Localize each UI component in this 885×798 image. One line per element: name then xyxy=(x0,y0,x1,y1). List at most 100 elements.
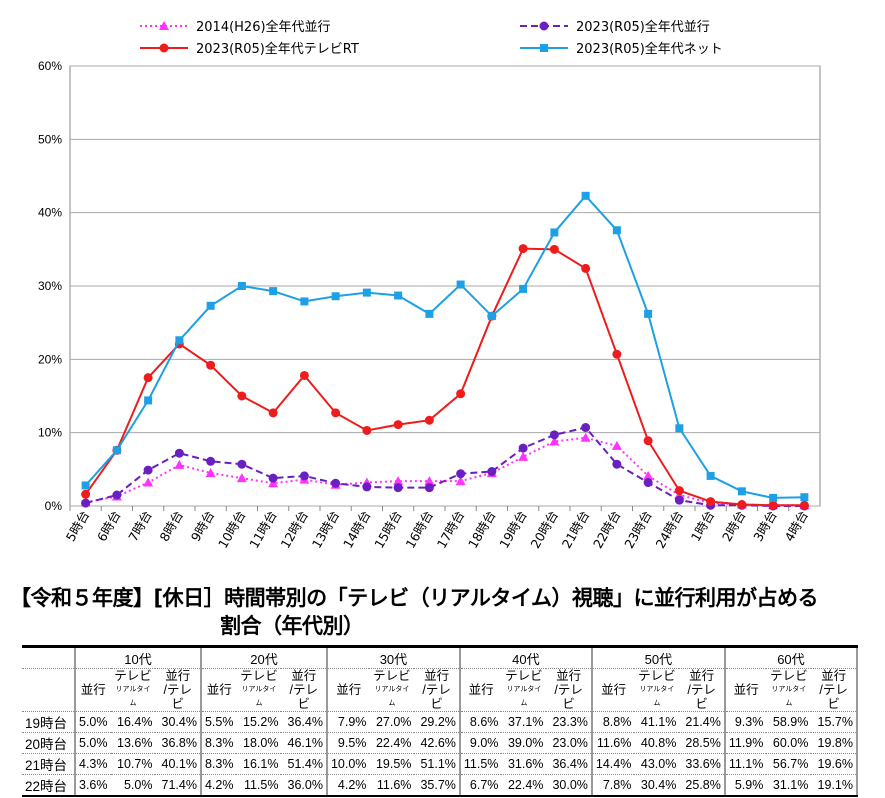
col-ratio: 並行/テレビ xyxy=(414,668,461,712)
x-tick-label: 12時台 xyxy=(278,508,311,551)
data-point xyxy=(205,468,216,477)
y-tick-label: 60% xyxy=(38,59,62,73)
data-point xyxy=(81,481,90,490)
label: 並行 xyxy=(733,683,759,697)
table-cell: 5.0% xyxy=(75,732,111,754)
legend-item: 2023(R05)全年代並行 xyxy=(520,19,710,35)
data-point xyxy=(706,471,715,480)
legend-item: 2023(R05)全年代ネット xyxy=(520,41,723,57)
row-label: 21時台 xyxy=(22,753,76,775)
legend-label: 2023(R05)全年代テレビRT xyxy=(196,41,359,57)
data-point xyxy=(237,391,247,401)
series-line xyxy=(84,194,805,499)
table-cell: 42.6% xyxy=(414,732,461,754)
data-point xyxy=(800,493,809,502)
table-cell: 30.4% xyxy=(634,774,680,797)
col-tv: テレビ リアルタイム xyxy=(634,668,680,712)
table-cell: 29.2% xyxy=(414,711,461,733)
data-point xyxy=(206,301,215,310)
table-cell: 58.9% xyxy=(766,711,812,733)
data-point xyxy=(237,282,246,290)
table-cell: 36.4% xyxy=(546,753,593,775)
ratio-table: 10代 20代 30代 40代 50代 60代 並行 テレビ リアルタイム 並行/テレビ 並行 … xyxy=(22,645,859,797)
label: /テレビ xyxy=(819,683,848,711)
table-cell: 22.4% xyxy=(369,732,415,754)
data-point xyxy=(549,244,559,254)
label: 並行 xyxy=(689,669,715,683)
table-cell: 43.0% xyxy=(634,753,680,775)
label: リアルタイム xyxy=(374,686,410,707)
data-point xyxy=(674,486,684,496)
data-point xyxy=(237,459,247,469)
label: テレビ xyxy=(770,669,808,683)
data-point xyxy=(331,292,340,301)
x-tick-label: 8時台 xyxy=(157,508,186,544)
data-point xyxy=(174,448,184,458)
label: 並行 xyxy=(336,683,362,697)
label: テレビ xyxy=(114,669,152,683)
legend-item: 2023(R05)全年代テレビRT xyxy=(140,41,359,57)
x-tick-label: 3時台 xyxy=(750,508,779,544)
table-cell: 9.5% xyxy=(326,732,370,754)
table-cell: 40.1% xyxy=(155,753,202,775)
table-cell: 28.5% xyxy=(679,732,726,754)
table-cell: 71.4% xyxy=(155,774,202,797)
table-cell: 9.0% xyxy=(459,732,502,754)
label: テレビ xyxy=(638,669,676,683)
legend-item: 2014(H26)全年代並行 xyxy=(140,19,331,35)
data-point xyxy=(331,408,341,418)
table-cell: 30.0% xyxy=(546,774,593,797)
data-point xyxy=(456,469,466,479)
table-title-line2: 割合（年代別） xyxy=(220,614,364,638)
table-row: 22時台 3.6% 5.0% 71.4% 4.2% 11.5% 36.0% 4.2% 11.6%… xyxy=(22,774,858,797)
legend-label: 2014(H26)全年代並行 xyxy=(196,19,331,35)
data-point xyxy=(159,43,169,53)
data-point xyxy=(268,408,278,418)
label: 並行 xyxy=(468,683,494,697)
table-cell: 30.4% xyxy=(155,711,202,733)
data-point xyxy=(362,288,371,297)
data-point xyxy=(549,430,559,440)
data-point xyxy=(143,373,153,383)
data-point xyxy=(549,436,560,446)
data-point xyxy=(737,487,746,496)
table-cell: 7.9% xyxy=(326,711,370,733)
label: リアルタイム xyxy=(639,686,675,707)
table-cell: 27.0% xyxy=(369,711,415,733)
x-tick-label: 9時台 xyxy=(188,508,217,544)
age-group-header: 50代 xyxy=(591,645,726,669)
age-group-header: 20代 xyxy=(200,645,328,669)
row-label: 22時台 xyxy=(22,774,76,797)
data-point xyxy=(81,489,91,499)
label: /テレビ xyxy=(163,683,192,711)
table-cell: 10.0% xyxy=(326,753,370,775)
data-point xyxy=(143,465,153,475)
table-row: 19時台 5.0% 16.4% 30.4% 5.5% 15.2% 36.4% 7.9% 27.0… xyxy=(22,711,858,733)
data-point xyxy=(424,483,434,493)
x-tick-label: 21時台 xyxy=(559,508,592,551)
series-1 xyxy=(81,423,809,511)
data-point xyxy=(455,476,466,486)
x-tick-label: 17時台 xyxy=(434,508,467,551)
data-point xyxy=(769,493,778,502)
age-group-header: 10代 xyxy=(75,645,202,669)
label: /テレビ xyxy=(687,683,716,711)
data-point xyxy=(675,424,684,433)
x-tick-label: 5時台 xyxy=(63,508,92,544)
col-heisen: 並行 xyxy=(326,668,370,712)
x-tick-label: 4時台 xyxy=(782,508,811,544)
label: 並行 xyxy=(291,669,317,683)
label: /テレビ xyxy=(554,683,583,711)
table-cell: 18.0% xyxy=(236,732,282,754)
age-group-header: 30代 xyxy=(326,645,461,669)
age-group-header: 40代 xyxy=(459,645,593,669)
x-tick-label: 15時台 xyxy=(371,508,404,551)
col-tv: テレビ リアルタイム xyxy=(110,668,156,712)
label: リアルタイム xyxy=(771,686,807,707)
table-cell: 15.7% xyxy=(811,711,858,733)
table-cell: 11.5% xyxy=(236,774,282,797)
col-ratio: 並行/テレビ xyxy=(281,668,328,712)
table-cell: 31.6% xyxy=(501,753,547,775)
table-cell: 11.6% xyxy=(369,774,415,797)
table-title-line1: 【令和５年度】[休日］時間帯別の「テレビ（リアルタイム）視聴」に並行利用が占める xyxy=(10,586,818,610)
